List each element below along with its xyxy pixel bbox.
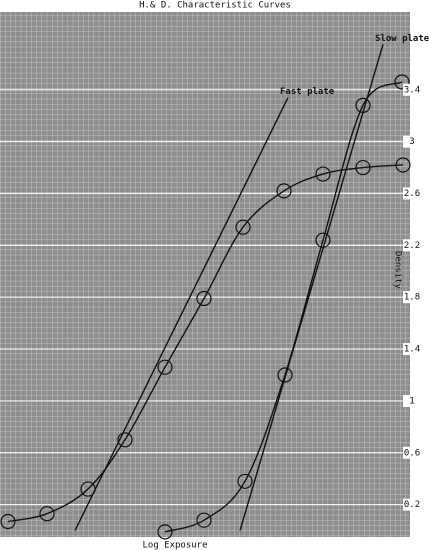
y-tick-label: 1.8: [404, 293, 420, 303]
straight-line: [74, 97, 289, 531]
tick-label-bg: [403, 394, 422, 407]
series-label: Slow plate: [375, 34, 429, 44]
point: [80, 481, 96, 497]
point: [235, 219, 251, 235]
plot-area: [0, 12, 410, 537]
curve: [7, 164, 404, 523]
series-label: Fast plate: [280, 87, 335, 97]
tick-label-bg: [403, 83, 422, 96]
y-tick-label: 2.6: [404, 189, 420, 199]
point: [157, 359, 173, 375]
tick-label-bg: [403, 498, 422, 511]
y-tick-label: 1: [409, 396, 414, 406]
point: [355, 159, 371, 176]
point: [0, 513, 16, 530]
y-axis-label: Density: [393, 251, 403, 290]
y-tick-label: 0.6: [404, 448, 420, 458]
tick-label-bg: [403, 135, 422, 148]
y-tick-label: 1.4: [404, 345, 420, 355]
tick-label-bg: [403, 291, 422, 304]
point: [237, 473, 253, 489]
point: [355, 97, 371, 113]
point: [157, 524, 173, 540]
point: [395, 157, 411, 173]
point: [196, 512, 212, 528]
straight-line: [239, 44, 384, 531]
point: [277, 367, 293, 383]
tick-label-bg: [403, 343, 422, 356]
point: [276, 183, 292, 199]
tick-label-bg: [403, 239, 422, 252]
chart-title: H.& D. Characteristic Curves: [139, 1, 291, 11]
point: [39, 506, 55, 522]
y-tick-label: 2.2: [404, 241, 420, 251]
point: [315, 232, 331, 248]
point: [196, 290, 212, 307]
y-tick-label: 0.2: [404, 500, 420, 510]
y-tick-label: 3: [409, 137, 414, 147]
y-tick-label: 3.4: [404, 85, 420, 95]
x-axis-label: Log Exposure: [142, 541, 207, 550]
point: [315, 166, 331, 182]
tick-label-bg: [403, 446, 422, 459]
tick-label-bg: [403, 187, 422, 200]
point: [394, 74, 410, 90]
point: [117, 432, 133, 448]
